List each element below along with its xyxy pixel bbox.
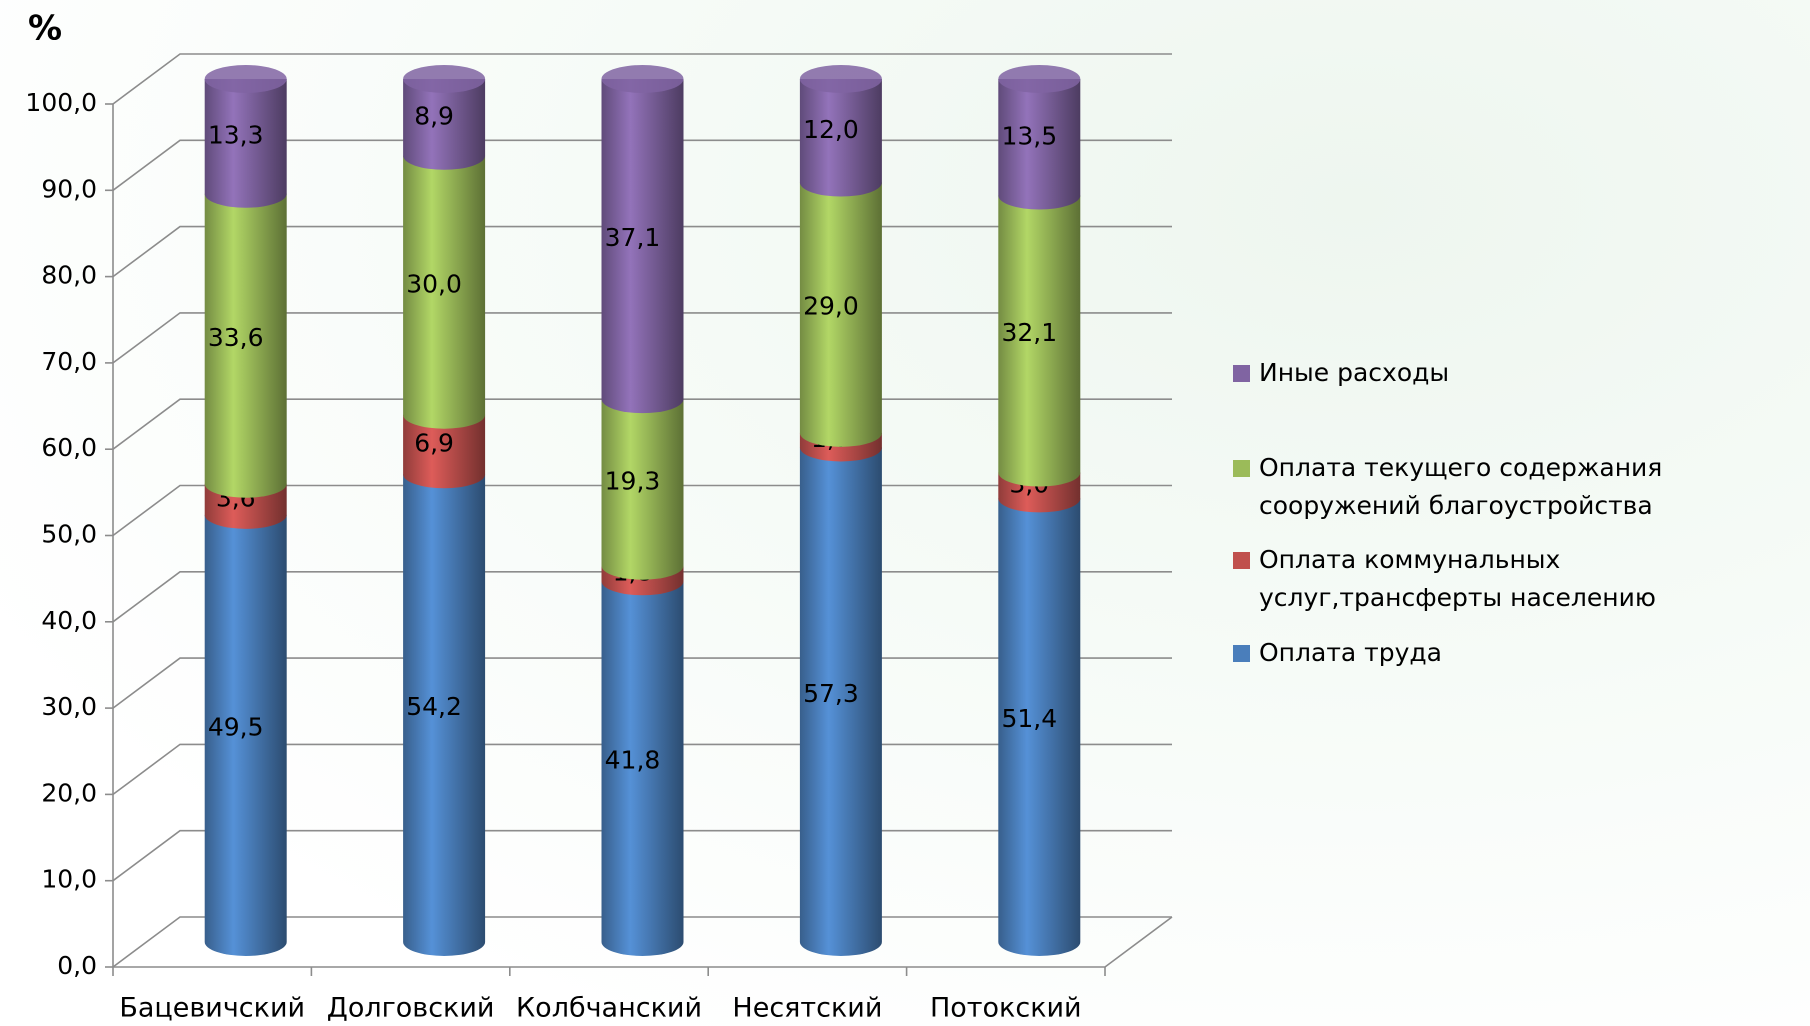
bar-cap <box>799 65 882 93</box>
bar-segment <box>601 581 684 956</box>
bar-segment <box>403 155 486 429</box>
x-tick-label: Несятский <box>732 993 882 1024</box>
data-label: 57,3 <box>803 679 859 708</box>
bar-segment <box>998 498 1081 956</box>
bar-segment <box>403 79 486 170</box>
legend-swatch <box>1233 552 1250 569</box>
data-label: 8,9 <box>414 101 454 130</box>
data-label: 33,6 <box>208 323 264 352</box>
data-label: 37,1 <box>605 223 661 252</box>
data-label: 49,5 <box>208 712 264 741</box>
bar-segment <box>204 79 287 208</box>
legend-item: Оплата текущего содержания сооружений бл… <box>1233 449 1808 525</box>
legend-swatch <box>1233 460 1250 477</box>
data-label: 6,9 <box>414 428 454 457</box>
bar-segment <box>998 195 1081 487</box>
x-tick-label: Потокский <box>930 993 1082 1024</box>
x-tick-label: Бацевичский <box>119 993 305 1024</box>
bar-cap <box>601 65 684 93</box>
y-axis-label: % <box>28 9 62 49</box>
bar-segment <box>403 414 486 489</box>
data-label: 41,8 <box>605 746 661 775</box>
bar-cap <box>204 65 287 93</box>
y-tick-label: 30,0 <box>41 692 97 721</box>
data-label: 29,0 <box>803 292 859 321</box>
y-tick-label: 100,0 <box>25 88 97 117</box>
bar-segment <box>204 514 287 956</box>
y-tick-label: 10,0 <box>41 865 97 894</box>
y-tick-label: 50,0 <box>41 520 97 549</box>
data-label: 19,3 <box>605 466 661 495</box>
legend-label: Оплата труда <box>1259 638 1442 667</box>
y-tick-label: 20,0 <box>41 778 97 807</box>
data-label: 30,0 <box>406 269 462 298</box>
y-tick-label: 70,0 <box>41 347 97 376</box>
y-tick-label: 0,0 <box>57 951 97 980</box>
data-label: 12,0 <box>803 115 859 144</box>
legend-item: Оплата коммунальных услуг,трансферты нас… <box>1233 541 1808 617</box>
bar-segment <box>799 447 882 957</box>
data-label: 32,1 <box>1001 318 1057 347</box>
legend-swatch <box>1233 645 1250 662</box>
bar-cap <box>403 65 486 93</box>
legend-swatch <box>1233 365 1250 382</box>
legend-label: Оплата коммунальных услуг,трансферты нас… <box>1259 545 1656 612</box>
x-tick-label: Долговский <box>327 993 495 1024</box>
grid-line <box>112 53 1172 105</box>
data-label: 13,3 <box>208 120 264 149</box>
bar-segment <box>403 474 486 957</box>
bar-segment <box>601 79 684 414</box>
legend-label: Оплата текущего содержания сооружений бл… <box>1259 453 1663 520</box>
bar-segment <box>601 399 684 580</box>
bar-segment <box>998 79 1081 210</box>
y-tick-label: 60,0 <box>41 433 97 462</box>
legend-item: Иные расходы <box>1233 354 1808 392</box>
data-label: 51,4 <box>1001 704 1057 733</box>
y-tick-label: 80,0 <box>41 261 97 290</box>
bar-segment <box>799 182 882 447</box>
data-label: 13,5 <box>1001 121 1057 150</box>
bar-cap <box>998 65 1081 93</box>
legend-label: Иные расходы <box>1259 358 1450 387</box>
bar-segment <box>799 79 882 197</box>
data-label: 54,2 <box>406 692 462 721</box>
x-tick-label: Колбчанский <box>516 993 702 1024</box>
y-tick-label: 40,0 <box>41 606 97 635</box>
bar-segment <box>204 193 287 498</box>
legend-item: Оплата труда <box>1233 634 1808 672</box>
y-tick-label: 90,0 <box>41 174 97 203</box>
